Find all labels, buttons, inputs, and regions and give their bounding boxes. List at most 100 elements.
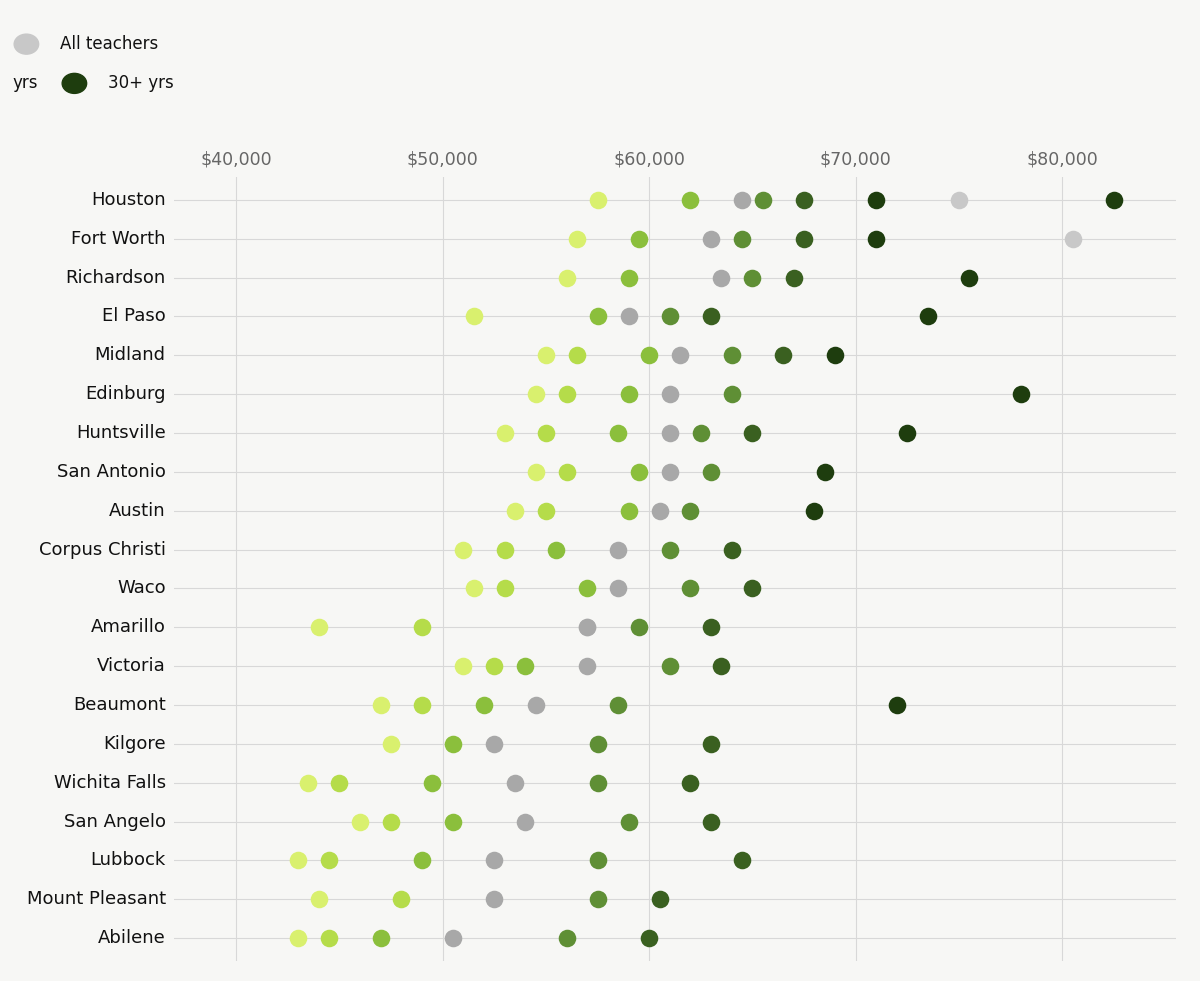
Point [660,658,679,674]
Point [712,270,731,285]
Point [588,736,607,751]
Point [702,231,721,246]
Point [619,503,638,519]
Point [608,581,628,596]
Point [960,270,979,285]
Point [650,503,670,519]
Point [743,270,762,285]
Point [660,464,679,480]
Point [1104,192,1123,208]
Point [732,852,751,868]
Point [619,309,638,325]
Point [660,309,679,325]
Point [918,309,937,325]
Point [702,619,721,635]
Point [330,775,349,791]
Point [577,619,596,635]
Point [754,192,773,208]
Point [413,619,432,635]
Point [494,542,514,557]
Point [319,852,338,868]
Point [702,464,721,480]
Point [712,658,731,674]
Point [702,309,721,325]
Point [732,231,751,246]
Point [391,892,410,907]
Point [888,697,907,713]
Point [505,775,524,791]
Point [619,387,638,402]
Point [464,581,484,596]
Point [1063,231,1082,246]
Point [588,309,607,325]
Point [774,347,793,363]
Point [413,697,432,713]
Point [485,736,504,751]
Point [608,542,628,557]
Point [680,192,700,208]
Point [629,464,648,480]
Point [464,309,484,325]
Point [784,270,803,285]
Text: yrs: yrs [12,75,37,92]
Point [743,425,762,440]
Point [350,813,370,829]
Point [866,192,886,208]
Point [866,231,886,246]
Point [288,852,307,868]
Point [629,231,648,246]
Point [568,231,587,246]
Point [443,813,462,829]
Point [516,813,535,829]
Point [629,619,648,635]
Point [536,503,556,519]
Point [588,775,607,791]
Point [619,270,638,285]
Point [650,892,670,907]
Point [815,464,834,480]
Point [680,503,700,519]
Point [794,231,814,246]
Point [671,347,690,363]
Point [640,930,659,946]
Point [505,503,524,519]
Point [485,658,504,674]
Point [577,619,596,635]
Point [382,736,401,751]
Point [949,192,968,208]
Point [494,425,514,440]
Point [732,192,751,208]
Point [288,930,307,946]
Point [371,697,390,713]
Point [319,930,338,946]
Point [568,347,587,363]
Point [660,542,679,557]
Point [526,464,545,480]
Point [722,347,742,363]
Point [485,892,504,907]
Point [485,852,504,868]
Text: 30+ yrs: 30+ yrs [108,75,174,92]
Point [547,542,566,557]
Point [536,347,556,363]
Point [588,852,607,868]
Point [443,736,462,751]
Point [588,892,607,907]
Point [526,697,545,713]
Point [299,775,318,791]
Point [680,775,700,791]
Point [557,464,576,480]
Point [516,658,535,674]
Point [743,581,762,596]
Point [660,425,679,440]
Point [702,813,721,829]
Point [310,892,329,907]
Point [557,930,576,946]
Point [443,930,462,946]
Point [494,581,514,596]
Point [382,813,401,829]
Point [1012,387,1031,402]
Point [794,192,814,208]
Point [557,387,576,402]
Point [474,697,493,713]
